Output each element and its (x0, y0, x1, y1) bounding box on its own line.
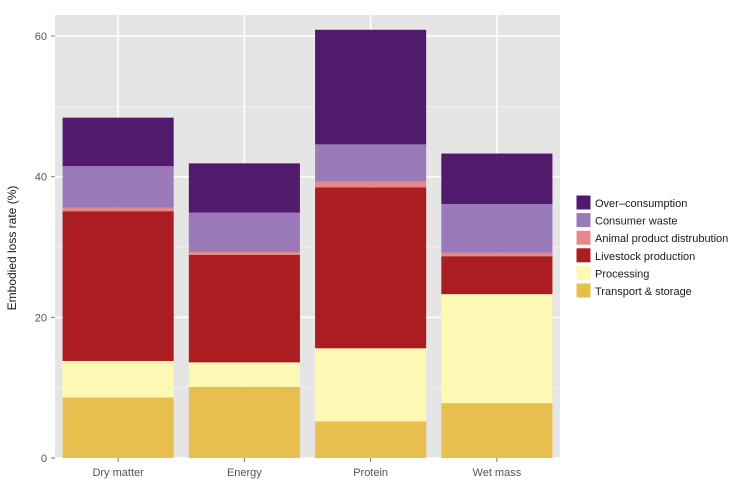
y-tick-label: 60 (35, 31, 47, 43)
bar-segment-consumer-waste (62, 166, 174, 208)
y-axis-title: Embodied loss rate (%) (5, 186, 19, 311)
bar-segment-over-consumption (441, 153, 553, 205)
bar-segment-transport-storage (441, 403, 553, 458)
legend-key (575, 264, 592, 281)
bar-segment-livestock-production (62, 211, 174, 361)
legend-key (575, 282, 592, 299)
bar-segment-animal-product-distrubution (441, 252, 553, 257)
bar-segment-transport-storage (62, 397, 174, 458)
bar-segment-over-consumption (188, 163, 300, 213)
legend-label: Processing (595, 268, 649, 280)
bar-segment-animal-product-distrubution (188, 251, 300, 255)
legend-label: Consumer waste (595, 216, 678, 228)
bar-segment-over-consumption (62, 117, 174, 167)
x-tick-label: Wet mass (473, 467, 522, 479)
bar-segment-animal-product-distrubution (315, 181, 427, 188)
bar-segment-transport-storage (315, 421, 427, 458)
legend-label: Livestock production (595, 251, 695, 263)
bar-segment-transport-storage (188, 386, 300, 458)
legend-key (575, 194, 592, 211)
bar-segment-processing (62, 360, 174, 398)
y-tick-label: 0 (41, 453, 47, 465)
bar-segment-processing (188, 362, 300, 387)
legend-label: Transport & storage (595, 286, 692, 298)
legend-key (575, 247, 592, 264)
bar-segment-consumer-waste (441, 204, 553, 253)
bar-segment-livestock-production (441, 256, 553, 295)
bar-segment-consumer-waste (188, 212, 300, 252)
bar-segment-processing (315, 348, 427, 422)
bar-segment-livestock-production (188, 254, 300, 363)
legend-label: Animal product distrubution (595, 233, 728, 245)
legend-key (575, 229, 592, 246)
x-tick-label: Dry matter (92, 467, 144, 479)
bar-segment-animal-product-distrubution (62, 207, 174, 212)
x-tick-label: Energy (227, 467, 262, 479)
y-tick-label: 40 (35, 172, 47, 184)
legend-label: Over–consumption (595, 198, 687, 210)
bar-segment-processing (441, 294, 553, 404)
legend-key (575, 212, 592, 229)
x-tick-label: Protein (353, 467, 388, 479)
bar-segment-consumer-waste (315, 144, 427, 182)
y-tick-label: 20 (35, 312, 47, 324)
bar-segment-over-consumption (315, 29, 427, 145)
bar-segment-livestock-production (315, 187, 427, 349)
